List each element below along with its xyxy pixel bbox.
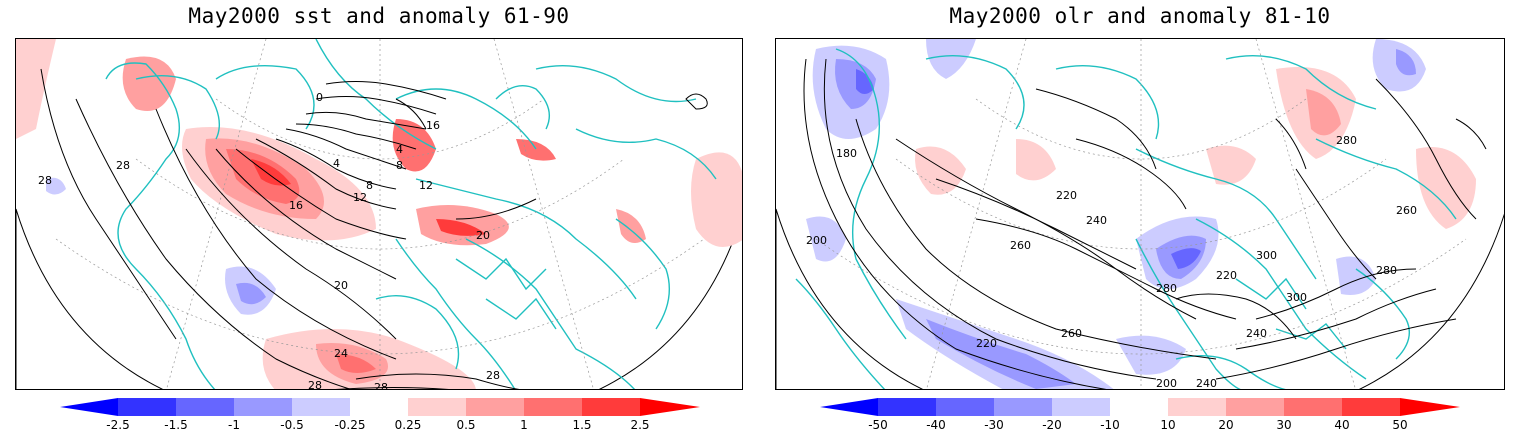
colorbar-tick: -0.25	[334, 418, 366, 432]
right-map-title: May2000 olr and anomaly 81-10	[949, 4, 1331, 28]
contour-label: 4	[333, 157, 340, 170]
colorbar-swatch	[466, 398, 524, 416]
contour-label: 8	[366, 179, 373, 192]
right-map: 200 220 240 260 280 300 220 240 260 280 …	[775, 38, 1505, 390]
contour-label: 12	[419, 179, 433, 192]
colorbar-tick: 10	[1160, 418, 1176, 432]
colorbar-tick: 30	[1276, 418, 1292, 432]
contour-label: 16	[426, 119, 440, 132]
contour-label: 28	[486, 369, 500, 382]
contour-label: 300	[1286, 291, 1307, 304]
contour-label: 220	[976, 337, 997, 350]
contour-label: 280	[1336, 134, 1357, 147]
colorbar-swatch	[350, 398, 408, 416]
colorbar-tick: 50	[1392, 418, 1408, 432]
contour-label: 300	[1256, 249, 1277, 262]
colorbar-swatch	[234, 398, 292, 416]
contour-label: 0	[316, 91, 323, 104]
right-map-canvas: 200 220 240 260 280 300 220 240 260 280 …	[776, 39, 1504, 390]
left-contours	[40, 68, 708, 389]
contour-label: 200	[806, 234, 827, 247]
contour-label: 28	[116, 159, 130, 172]
colorbar-swatch	[1226, 398, 1284, 416]
contour-label: 220	[1216, 269, 1237, 282]
contour-label: 280	[1156, 282, 1177, 295]
contour-label: 260	[1061, 327, 1082, 340]
colorbar-swatch	[176, 398, 234, 416]
contour-label: 28	[38, 174, 52, 187]
colorbar-tick: 1	[520, 418, 528, 432]
colorbar-tick: -1.5	[164, 418, 188, 432]
colorbar-swatch	[408, 398, 466, 416]
left-graticule	[55, 39, 705, 389]
contour-label: 16	[289, 199, 303, 212]
colorbar-swatch	[1168, 398, 1226, 416]
colorbar-swatch	[582, 398, 640, 416]
colorbar-tick: 40	[1334, 418, 1350, 432]
contour-label: 12	[353, 191, 367, 204]
colorbar-tick: 2.5	[630, 418, 650, 432]
colorbar-swatch	[118, 398, 176, 416]
right-colorbar	[820, 398, 1460, 416]
left-map: 0 4 4 8 8 12 12 16 16 20 20 24 28 28 28 …	[15, 38, 743, 390]
contour-label: 220	[1056, 189, 1077, 202]
right-anomaly-shading	[806, 39, 1476, 389]
colorbar-tick: -40	[926, 418, 946, 432]
colorbar-swatch	[1052, 398, 1110, 416]
colorbar-swatch	[878, 398, 936, 416]
colorbar-tick: -30	[984, 418, 1004, 432]
right-contour-labels: 200 220 240 260 280 300 220 240 260 280 …	[806, 134, 1417, 390]
contour-label: 280	[1376, 264, 1397, 277]
colorbar-swatch	[936, 398, 994, 416]
contour-label: 240	[1246, 327, 1267, 340]
colorbar-tick: -1	[228, 418, 240, 432]
contour-label: 200	[1156, 377, 1177, 390]
contour-label: 240	[1196, 377, 1217, 390]
left-colorbar	[60, 398, 700, 416]
contour-label: 240	[1086, 214, 1107, 227]
contour-label: 20	[334, 279, 348, 292]
colorbar-swatch	[1342, 398, 1400, 416]
left-map-title: May2000 sst and anomaly 61-90	[188, 4, 570, 28]
colorbar-swatch	[1284, 398, 1342, 416]
left-contour-labels: 0 4 4 8 8 12 12 16 16 20 20 24 28 28 28 …	[38, 91, 500, 390]
contour-label: 8	[396, 159, 403, 172]
contour-label: 28	[374, 381, 388, 390]
colorbar-tick: -10	[1100, 418, 1120, 432]
contour-label: 20	[476, 229, 490, 242]
colorbar-swatch	[994, 398, 1052, 416]
right-contours	[803, 58, 1487, 389]
right-coastlines	[795, 48, 1457, 389]
right-colorbar-svg	[820, 398, 1460, 416]
colorbar-tick: 20	[1218, 418, 1234, 432]
contour-label: 4	[396, 143, 403, 156]
contour-label: 28	[308, 379, 322, 390]
right-colorbar-labels: -50 -40 -30 -20 -10 10 20 30 40 50	[820, 418, 1460, 432]
colorbar-swatch	[292, 398, 350, 416]
colorbar-tick: -2.5	[106, 418, 130, 432]
colorbar-tick: -50	[868, 418, 888, 432]
contour-label: 24	[334, 347, 348, 360]
left-map-canvas: 0 4 4 8 8 12 12 16 16 20 20 24 28 28 28 …	[16, 39, 742, 390]
colorbar-swatch	[524, 398, 582, 416]
colorbar-tick: -0.5	[280, 418, 304, 432]
colorbar-tick: 0.5	[456, 418, 476, 432]
colorbar-tick: 1.5	[572, 418, 592, 432]
colorbar-tick: -20	[1042, 418, 1062, 432]
contour-label: 260	[1396, 204, 1417, 217]
contour-label: 260	[1010, 239, 1031, 252]
left-colorbar-svg	[60, 398, 700, 416]
colorbar-tick: 0.25	[394, 418, 422, 432]
left-colorbar-labels: -2.5 -1.5 -1 -0.5 -0.25 0.25 0.5 1 1.5 2…	[60, 418, 700, 432]
contour-label: 180	[836, 147, 857, 160]
colorbar-swatch	[1110, 398, 1168, 416]
